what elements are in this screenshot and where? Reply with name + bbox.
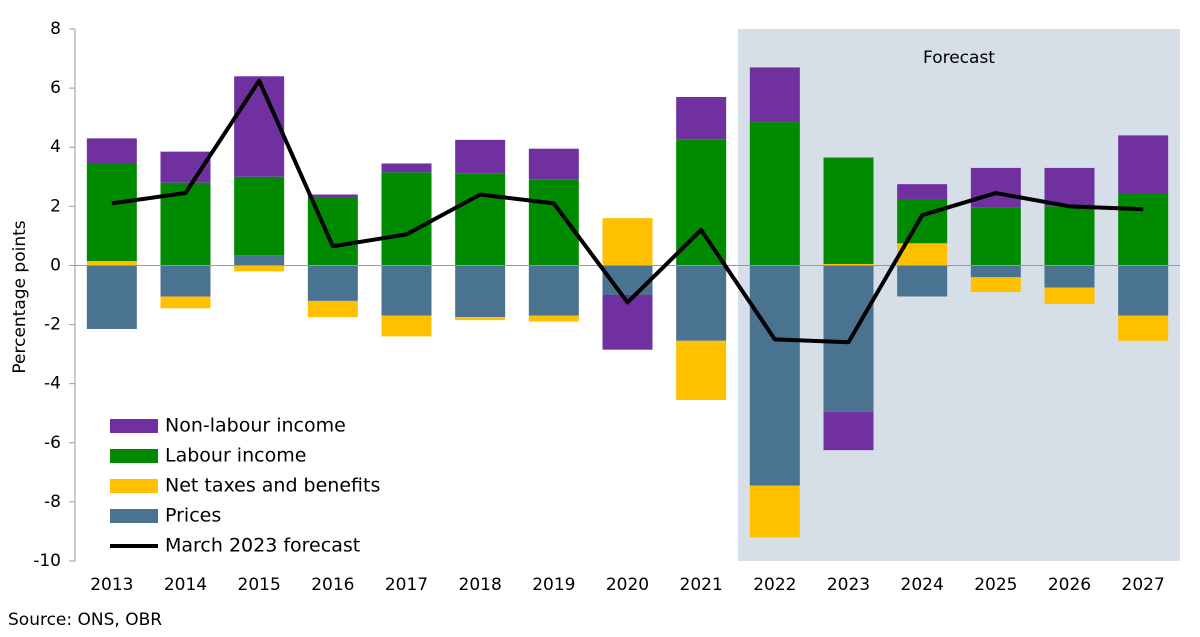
y-tick-label: 0 [50, 255, 61, 275]
bar [381, 172, 432, 266]
line [111, 78, 1144, 345]
bar [970, 207, 1021, 266]
x-tick-label: 2027 [1122, 575, 1165, 595]
bar [234, 76, 285, 177]
forecast-label: Forecast [923, 48, 995, 68]
bar [823, 157, 874, 264]
bar [160, 296, 211, 309]
bar [676, 340, 727, 400]
bar [1044, 287, 1095, 304]
x-tick-label: 2014 [164, 575, 207, 595]
bar [1118, 135, 1169, 194]
bar [970, 277, 1021, 293]
bar [602, 218, 653, 266]
bar [1044, 265, 1095, 288]
x-tick-label: 2021 [680, 575, 723, 595]
y-tick-label: 4 [50, 137, 61, 157]
bar [528, 148, 579, 180]
bar [86, 138, 137, 164]
bar [160, 265, 211, 297]
y-tick-label: 2 [50, 196, 61, 216]
x-tick-label: 2015 [238, 575, 281, 595]
y-tick-label: 8 [50, 19, 61, 39]
bar [307, 300, 358, 318]
x-tick-label: 2013 [90, 575, 133, 595]
bar [381, 163, 432, 173]
y-tick-label: -6 [44, 433, 61, 453]
bar [234, 265, 285, 272]
legend-swatch [110, 479, 158, 493]
y-tick-label: 6 [50, 78, 61, 98]
bar [1118, 193, 1169, 266]
bar [1118, 315, 1169, 341]
bar [86, 261, 137, 266]
bar [676, 96, 727, 140]
bar [1044, 206, 1095, 266]
bar [455, 265, 506, 318]
bar [86, 163, 137, 262]
legend-swatch [110, 419, 158, 433]
bar [823, 411, 874, 451]
y-tick-label: -10 [33, 551, 61, 571]
bar [86, 265, 137, 329]
x-tick-label: 2022 [753, 575, 796, 595]
bar [823, 263, 874, 266]
y-tick-label: -2 [44, 315, 61, 335]
bar [970, 167, 1021, 208]
bar [528, 265, 579, 316]
x-tick-label: 2018 [459, 575, 502, 595]
bar [455, 139, 506, 174]
bar [455, 317, 506, 321]
legend-label: March 2023 forecast [165, 535, 360, 557]
legend-swatch [110, 509, 158, 523]
bar [1044, 167, 1095, 207]
bar [749, 485, 800, 538]
bar [307, 194, 358, 198]
legend-label: Net taxes and benefits [165, 475, 380, 497]
bar [749, 265, 800, 486]
bar [528, 315, 579, 322]
x-tick-label: 2017 [385, 575, 428, 595]
source: Source: ONS, OBR [8, 610, 162, 630]
bar [749, 122, 800, 266]
legend-label: Non-labour income [165, 415, 346, 437]
bar [307, 265, 358, 301]
y-axis-label: Percentage points [10, 220, 30, 373]
bar [381, 265, 432, 316]
bar [234, 255, 285, 266]
bar [749, 67, 800, 123]
y-tick-label: -4 [44, 374, 61, 394]
x-tick-label: 2024 [901, 575, 944, 595]
bar [234, 176, 285, 256]
bar [897, 243, 948, 266]
x-tick-label: 2016 [311, 575, 354, 595]
bar [970, 265, 1021, 278]
bar [676, 265, 727, 341]
x-tick-label: 2020 [606, 575, 649, 595]
bar [528, 179, 579, 266]
bar [455, 173, 506, 266]
x-tick-label: 2025 [974, 575, 1017, 595]
x-tick-label: 2019 [532, 575, 575, 595]
bar [897, 198, 948, 244]
y-tick-label: -8 [44, 492, 61, 512]
bar [897, 265, 948, 297]
legend-label: Labour income [165, 445, 306, 467]
legend-swatch [110, 449, 158, 463]
x-tick-label: 2026 [1048, 575, 1091, 595]
bar [897, 184, 948, 199]
bar [381, 315, 432, 337]
forecast-shade [738, 29, 1180, 561]
x-tick-label: 2023 [827, 575, 870, 595]
legend-label: Prices [165, 505, 221, 527]
bar [1118, 265, 1169, 316]
